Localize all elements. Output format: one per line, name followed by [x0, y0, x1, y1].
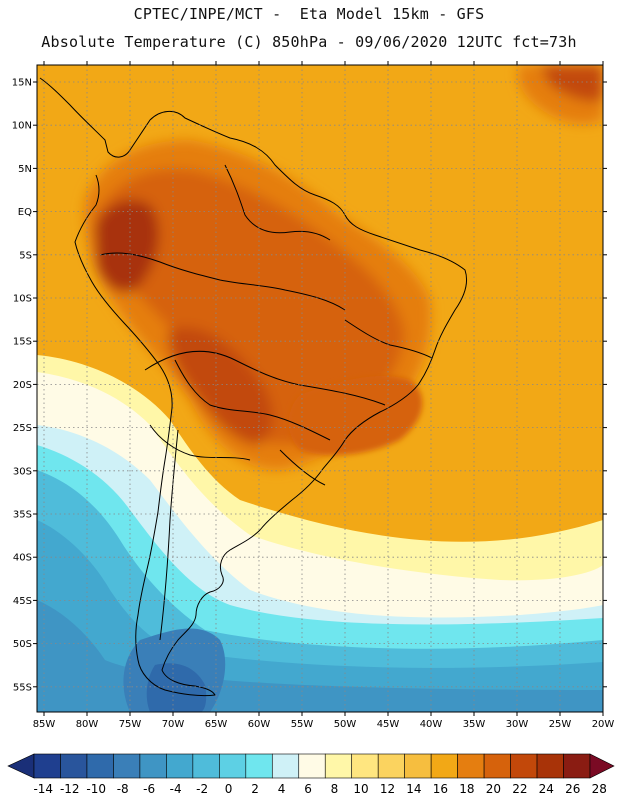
lat-label: 45S — [13, 596, 32, 607]
colorbar-label: 24 — [539, 782, 554, 796]
colorbar-under-arrow — [7, 753, 35, 779]
lat-label: 10S — [13, 294, 32, 305]
title-line-2: Absolute Temperature (C) 850hPa - 09/06/… — [41, 33, 577, 51]
lon-label: 75W — [119, 719, 142, 730]
lon-label: 55W — [291, 719, 314, 730]
lon-label: 30W — [506, 719, 529, 730]
colorbar-label: 10 — [353, 782, 368, 796]
colorbar-swatch — [33, 753, 61, 779]
colorbar-swatch — [430, 753, 458, 779]
lat-label: 30S — [13, 466, 32, 477]
colorbar-swatch — [510, 753, 538, 779]
colorbar-swatch — [457, 753, 485, 779]
lat-label: 35S — [13, 510, 32, 521]
colorbar-label: -6 — [143, 782, 155, 796]
colorbar-label: 18 — [459, 782, 474, 796]
colorbar-label: -12 — [60, 782, 80, 796]
colorbar-swatch — [113, 753, 141, 779]
colorbar-label: 6 — [304, 782, 312, 796]
colorbar-label: 8 — [331, 782, 339, 796]
lon-label: 80W — [76, 719, 99, 730]
colorbar-swatch — [219, 753, 247, 779]
lat-label: 40S — [13, 553, 32, 564]
colorbar-swatch — [404, 753, 432, 779]
colorbar-swatch — [60, 753, 88, 779]
lon-label: 60W — [248, 719, 271, 730]
colorbar-swatch — [166, 753, 194, 779]
colorbar-label: 2 — [251, 782, 259, 796]
lat-label: 15N — [12, 78, 32, 89]
colorbar-swatch — [86, 753, 114, 779]
lat-label: 15S — [13, 337, 32, 348]
colorbar-swatch — [245, 753, 273, 779]
colorbar-swatch — [192, 753, 220, 779]
lon-label: 25W — [549, 719, 572, 730]
colorbar-label: 20 — [486, 782, 501, 796]
lat-label: 5N — [18, 164, 32, 175]
lon-label: 35W — [463, 719, 486, 730]
colorbar-label: -2 — [196, 782, 208, 796]
lat-label: EQ — [18, 207, 32, 218]
colorbar-swatch — [324, 753, 353, 779]
lat-label: 25S — [13, 423, 32, 434]
lon-label: 40W — [420, 719, 443, 730]
colorbar-swatch — [271, 753, 300, 779]
colorbar-label: 26 — [565, 782, 580, 796]
colorbar-label: 4 — [278, 782, 286, 796]
map-frame — [36, 64, 604, 713]
lat-label: 55S — [13, 682, 32, 693]
colorbar-label: 16 — [433, 782, 448, 796]
colorbar-over-arrow — [589, 753, 615, 779]
colorbar-label: 0 — [225, 782, 233, 796]
colorbar-swatch — [351, 753, 379, 779]
colorbar: -14 -12 -10 -8 -6 -4 -2 0 2 4 6 8 10 12 14 16 18 20 22 24 26… — [7, 753, 615, 796]
lat-label: 5S — [19, 250, 32, 261]
lon-label: 50W — [334, 719, 357, 730]
colorbar-label: -14 — [33, 782, 53, 796]
colorbar-swatch — [483, 753, 511, 779]
colorbar-swatch — [377, 753, 405, 779]
lat-label: 20S — [13, 380, 32, 391]
lon-label: 45W — [377, 719, 400, 730]
lon-label: 70W — [162, 719, 185, 730]
lon-label: 65W — [205, 719, 228, 730]
colorbar-swatch — [298, 753, 326, 779]
lat-label: 50S — [13, 639, 32, 650]
title-line-1: CPTEC/INPE/MCT - Eta Model 15km - GFS — [133, 5, 485, 23]
lat-label: 10N — [12, 121, 32, 132]
colorbar-swatch — [536, 753, 564, 779]
colorbar-label: 22 — [512, 782, 527, 796]
axis-ticks: 15N 10N 5N EQ 5S 10S 15S 20S 25S 30S 35S 40S 45S 50S 5… — [12, 61, 615, 730]
colorbar-label: 14 — [406, 782, 421, 796]
colorbar-swatch — [139, 753, 167, 779]
colorbar-label: -10 — [86, 782, 106, 796]
colorbar-label: -4 — [170, 782, 182, 796]
colorbar-swatch — [563, 753, 591, 779]
colorbar-label: -8 — [117, 782, 129, 796]
colorbar-label: 28 — [592, 782, 607, 796]
temperature-field — [37, 65, 603, 712]
colorbar-label: 12 — [380, 782, 395, 796]
lon-label: 20W — [592, 719, 615, 730]
lon-label: 85W — [33, 719, 56, 730]
